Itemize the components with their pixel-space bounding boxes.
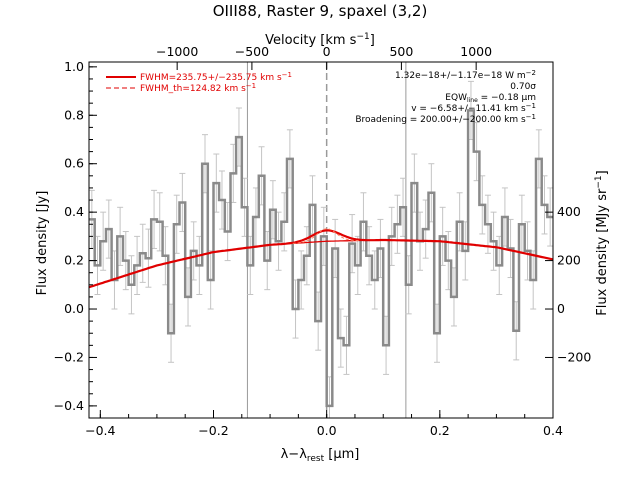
x-tick-label: 0.0 — [317, 423, 337, 438]
annotation: Broadening = 200.00+/−200.00 km s−1 — [355, 113, 536, 125]
top-tick-label: −1000 — [156, 44, 198, 59]
right-tick-label: 400 — [557, 204, 581, 219]
chart-title: OIII88, Raster 9, spaxel (3,2) — [213, 2, 428, 20]
x-tick-label: 0.2 — [430, 423, 450, 438]
top-tick-label: 500 — [389, 44, 413, 59]
right-tick-label: −200 — [557, 349, 591, 364]
right-tick-label: 200 — [557, 253, 581, 268]
spectrum-line — [89, 109, 553, 408]
y-tick-label: −0.2 — [54, 349, 84, 364]
svg-text:Flux density [Jy]: Flux density [Jy] — [35, 191, 50, 296]
annotation: EQWline = −0.18 μm — [445, 93, 536, 104]
annotation: v = −6.58+/−11.41 km s−1 — [411, 102, 536, 114]
thermal-fit — [292, 228, 361, 244]
x-tick-label: −0.4 — [85, 423, 115, 438]
top-tick-label: 1000 — [460, 44, 492, 59]
right-tick-label: 0 — [557, 301, 565, 316]
y-tick-label: 0.8 — [64, 107, 84, 122]
right-axis-label: Flux density [MJy sr−1] — [594, 170, 610, 315]
top-axis-label: Velocity [km s−1] — [265, 32, 375, 48]
y-tick-label: 0.0 — [64, 301, 84, 316]
top-tick-label: 0 — [323, 44, 331, 59]
svg-text:Flux density [MJy sr−1]: Flux density [MJy sr−1] — [594, 170, 610, 315]
y-tick-label: 0.4 — [64, 204, 84, 219]
x-tick-label: −0.2 — [198, 423, 228, 438]
x-axis-label: λ−λrest [μm] — [281, 447, 360, 464]
legend-label: FWHM=235.75+/−235.75 km s−1 — [140, 71, 292, 83]
y-tick-label: 0.6 — [64, 156, 84, 171]
y-axis-label: Flux density [Jy] — [35, 191, 50, 296]
x-tick-label: 0.4 — [543, 423, 563, 438]
annotation: 1.32e−18+/−1.17e−18 W m−2 — [395, 69, 536, 81]
legend-label: FWHM_th=124.82 km s−1 — [140, 82, 256, 94]
y-tick-label: −0.4 — [54, 398, 84, 413]
plot-frame — [88, 61, 554, 419]
y-tick-label: 1.0 — [64, 59, 84, 74]
annotation: 0.70σ — [510, 82, 536, 92]
y-tick-label: 0.2 — [64, 253, 84, 268]
top-tick-label: −500 — [235, 44, 269, 59]
